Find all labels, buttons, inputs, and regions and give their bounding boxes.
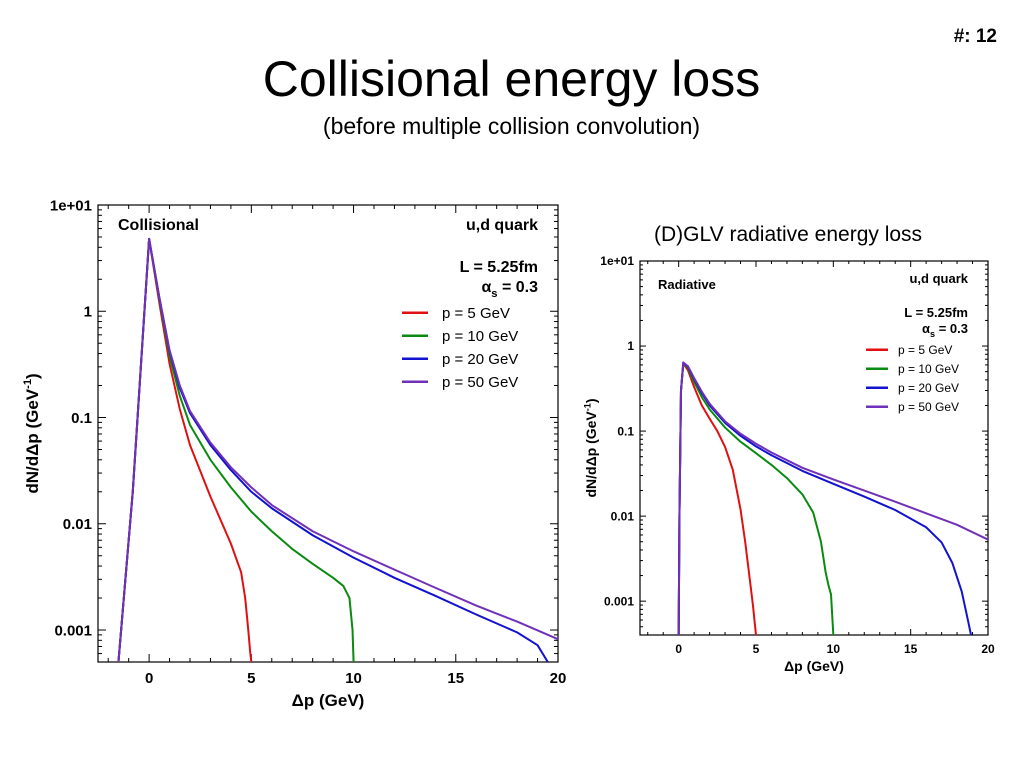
series-line-p5	[117, 237, 253, 662]
slide-title: Collisional energy loss	[262, 51, 761, 107]
legend-label-p20: p = 20 GeV	[442, 351, 518, 368]
y-axis-label-main: dN/dΔp (GeV	[23, 388, 42, 493]
alpha-value: = 0.3	[498, 279, 539, 296]
plot-group-0: 0 5 10 15 20 1e+01 1 0.1 0.01 0.001 Δp (GeV) dN/dΔp…	[22, 197, 566, 710]
series-line-p10	[117, 237, 355, 662]
y-tick-label: 0.1	[71, 410, 92, 427]
series-line-p50	[117, 237, 558, 662]
alpha-subscript: s	[491, 288, 497, 300]
panel-label: Collisional	[118, 217, 199, 234]
y-tick-label: 0.001	[54, 622, 92, 639]
legend-label-p50: p = 50 GeV	[442, 374, 518, 391]
alpha-label: αs = 0.3	[481, 279, 538, 300]
x-tick-label: 0	[145, 670, 153, 687]
series-line-p20	[117, 237, 549, 662]
x-axis-label: Δp (GeV)	[292, 691, 365, 710]
legend-label-p10: p = 10 GeV	[442, 328, 518, 345]
curves-group	[117, 237, 558, 662]
y-axis-label-sup: -1	[22, 379, 34, 389]
y-axis-label-end: )	[23, 373, 42, 379]
alpha-symbol: α	[481, 279, 491, 296]
x-tick-label: 5	[247, 670, 255, 687]
x-tick-label: 10	[345, 670, 362, 687]
y-tick-label: 0.01	[63, 516, 92, 533]
y-axis-label: dN/dΔp (GeV-1)	[22, 373, 42, 493]
y-tick-label: 1e+01	[50, 197, 92, 214]
x-tick-label: 15	[447, 670, 464, 687]
x-tick-label: 20	[550, 670, 567, 687]
radiative-heading: (D)GLV radiative energy loss	[654, 223, 923, 246]
y-tick-label: 1	[84, 304, 92, 321]
slide-subtitle: (before multiple collision convolution)	[322, 113, 701, 139]
slide-number: #: 12	[953, 26, 997, 47]
legend-label-p5: p = 5 GeV	[442, 305, 510, 322]
length-label: L = 5.25fm	[460, 259, 538, 276]
quark-label: u,d quark	[466, 217, 538, 234]
